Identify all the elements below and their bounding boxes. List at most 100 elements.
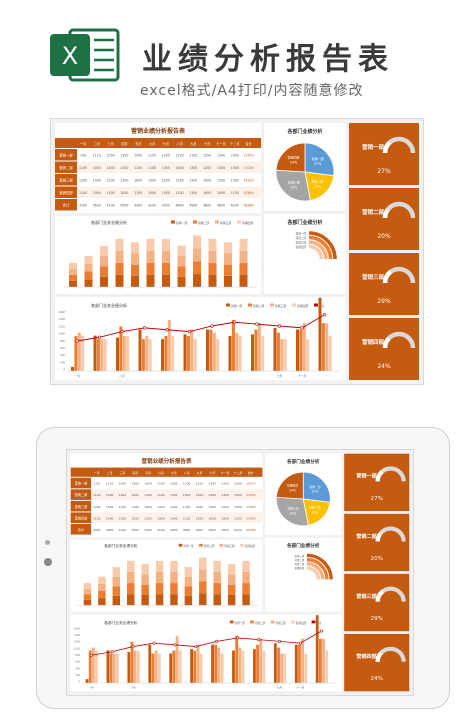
table-cell: 1100 (176, 191, 184, 195)
table-header-row (55, 138, 261, 148)
excel-letter: X (62, 42, 78, 70)
x-tick-label: 八月 (130, 686, 136, 690)
grouped-bar (109, 653, 113, 683)
grouped-bar (77, 332, 81, 371)
table-cell: 1200 (162, 179, 170, 183)
grouped-bar (161, 339, 164, 371)
table-cell: 1000 (93, 166, 101, 170)
stacked-bar-segment (239, 274, 248, 287)
table-title: 营销业绩分析报告表 (141, 457, 192, 465)
row-label: 营销一部 (59, 153, 73, 158)
month-header: 十月 (209, 470, 215, 475)
stacked-bar-segment (84, 256, 93, 264)
gauge-name: 营销三部 (356, 593, 376, 600)
legend-label: 营销二部 (198, 221, 209, 225)
stacked-bar-segment (141, 564, 149, 575)
table-cell: 1100 (132, 505, 140, 509)
grouped-bar (280, 653, 284, 683)
table-cell: 1150 (157, 482, 165, 486)
pie-slice-pct: 27% (314, 162, 322, 166)
stacked-bar-segment (84, 271, 93, 280)
gauge-name: 营销二部 (356, 533, 376, 540)
stacked-bar-segment (170, 560, 178, 572)
table-cell: 1300 (162, 154, 170, 158)
stacked-bar-segment (184, 595, 193, 606)
grouped-bar (299, 329, 303, 371)
y-tick-label: 600 (60, 346, 65, 350)
stacked-bar-segment (170, 571, 178, 584)
row-label: 营销二部 (75, 492, 88, 497)
grouped-bar (88, 650, 92, 683)
y-tick-label: 400 (60, 353, 65, 357)
grouped-bar (294, 644, 298, 683)
month-header: 四月 (121, 142, 127, 146)
table-row (91, 489, 263, 500)
month-header: 十二月 (234, 470, 243, 475)
grouped-bar (96, 339, 100, 371)
grouped-bar (190, 329, 194, 371)
table-cell: 4500 (162, 204, 170, 208)
page-subtitle: excel格式/A4打印/内容随意修改 (140, 83, 364, 99)
table-cell: 1000 (170, 516, 178, 520)
table-cell: 4600 (221, 528, 229, 532)
table-cell: 1110 (93, 154, 101, 158)
legend-label: 营销三部 (275, 621, 286, 625)
y-tick-label: 1000 (74, 647, 81, 650)
stacked-bar-segment (131, 242, 139, 254)
month-header: 一月 (80, 142, 86, 146)
legend-swatch (229, 620, 234, 624)
legend-swatch (193, 220, 197, 224)
bar-chart-2-title: 各部门业务业绩分析 (91, 302, 127, 308)
stacked-bar-segment (98, 576, 106, 584)
total-line-point (152, 641, 156, 645)
table-cell: 1200 (203, 166, 211, 170)
table-cell: 1100 (119, 505, 127, 509)
table-cell: 3600 (93, 204, 101, 208)
table-title: 营销业绩分析报告表 (131, 127, 186, 135)
legend-swatch (178, 543, 183, 547)
x-tick-label: 一月 (89, 686, 95, 690)
stacked-bar-segment (146, 274, 155, 287)
gauge-fill (375, 589, 385, 602)
table-cell: 1100 (134, 191, 142, 195)
stacked-bar-segment (162, 262, 170, 275)
gauge-name: 营销二部 (362, 208, 385, 216)
month-header: 合计 (245, 141, 252, 146)
stacked-bar-segment (131, 264, 139, 276)
y-tick-label: 0 (78, 681, 80, 684)
report-preview-large: 营销业绩分析报告表 一月 二月 三月 四月 五月 六月 七月 八月 九月 十月 十一月 十二月 合计 营销一… (50, 118, 424, 385)
stacked-bar-segment (155, 594, 164, 606)
stacked-bar-segment (184, 586, 193, 596)
month-header: 十一月 (221, 470, 230, 475)
table-cell: 1100 (231, 191, 239, 195)
grouped-bar (298, 644, 301, 683)
grouped-bar (133, 650, 137, 683)
grouped-bar (241, 650, 245, 683)
stacked-bar-segment (177, 245, 186, 257)
grouped-bar (283, 653, 287, 683)
month-header: 十月 (204, 141, 210, 146)
table-cell: 4800 (176, 204, 184, 208)
month-header: 二月 (94, 142, 100, 146)
grouped-bar (178, 650, 182, 683)
table-cell: 1500 (234, 493, 242, 497)
table-cell: 1100 (119, 516, 127, 520)
table-row (91, 523, 263, 535)
table-cell: 4500 (120, 204, 128, 208)
stacked-bar-segment (83, 588, 92, 595)
stacked-bar-segment (162, 274, 170, 287)
grouped-bar (138, 329, 142, 371)
table-cell: 4400 (134, 204, 142, 208)
grouped-bar (254, 329, 258, 371)
grouped-bar (296, 329, 299, 371)
table-cell: 1200 (79, 179, 87, 183)
table-cell: 1300 (148, 179, 156, 183)
month-header: 十二月 (230, 141, 240, 146)
table-cell: 4800 (183, 528, 191, 532)
pie-slice-label: 营销一部 (309, 485, 320, 489)
stacked-bar-segment (239, 238, 248, 251)
pie-slice-pct: 29% (290, 186, 298, 190)
table-cell: 1300 (189, 166, 197, 170)
table-cell: 1000 (203, 191, 211, 195)
